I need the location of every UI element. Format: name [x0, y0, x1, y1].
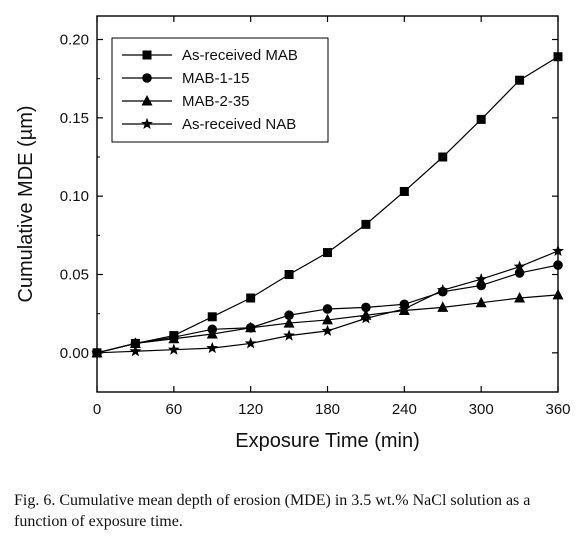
y-tick-label: 0.15	[60, 110, 89, 127]
data-point-as-received-nab	[283, 329, 295, 341]
series-mab-2-35	[91, 288, 564, 358]
axis-ticks: 0 60 120 180 240 300 360 0.00 0.05 0.10 0.15 0.20	[60, 16, 571, 418]
data-point-mab-2-35	[168, 332, 180, 344]
x-tick-label: 300	[469, 401, 494, 418]
y-axis-title: Cumulative MDE (µm)	[15, 105, 37, 302]
legend-label-mab-2-35: MAB-2-35	[182, 93, 250, 110]
data-point-mab-2-35	[283, 317, 295, 328]
data-point-mab-2-35	[322, 313, 333, 325]
legend-marker-as-received-nab	[141, 117, 153, 130]
legend-marker-as-received-mab	[142, 50, 152, 60]
data-point-mab-1-15	[476, 280, 486, 291]
y-tick-label: 0.05	[60, 267, 89, 284]
y-tick-label: 0.20	[60, 32, 89, 49]
data-point-mab-2-35	[245, 321, 257, 333]
data-point-as-received-mab	[515, 75, 525, 85]
x-tick-label: 0	[93, 401, 101, 418]
data-point-as-received-mab	[246, 293, 256, 303]
x-tick-label: 120	[238, 401, 263, 418]
x-tick-label: 180	[315, 401, 340, 418]
data-point-mab-2-35	[129, 337, 141, 348]
data-point-as-received-mab	[476, 114, 486, 124]
plot-frame	[96, 15, 559, 393]
data-point-as-received-mab	[284, 270, 294, 279]
data-point-mab-1-15	[514, 268, 525, 278]
data-point-mab-2-35	[437, 301, 449, 312]
data-point-as-received-nab	[321, 324, 334, 336]
data-series	[91, 52, 564, 358]
data-point-as-received-nab	[475, 273, 488, 285]
x-tick-label: 240	[392, 401, 417, 418]
data-point-mab-1-15	[284, 310, 294, 321]
data-point-as-received-mab	[361, 219, 371, 229]
data-point-mab-1-15	[361, 302, 371, 313]
legend-marker-mab-2-35	[141, 95, 153, 106]
data-point-mab-2-35	[514, 292, 526, 303]
data-point-as-received-mab	[207, 312, 217, 322]
legend-label-mab-1-15: MAB-1-15	[182, 70, 250, 87]
data-point-as-received-nab	[398, 302, 411, 314]
x-tick-label: 60	[165, 401, 182, 418]
legend-label-as-received-mab: As-received MAB	[182, 47, 298, 64]
legend-marker-mab-1-15	[142, 73, 152, 83]
data-point-as-received-nab	[513, 260, 526, 272]
x-axis-title: Exposure Time (min)	[235, 430, 420, 452]
data-point-as-received-nab	[436, 283, 449, 296]
y-tick-label: 0.00	[60, 345, 89, 362]
data-point-as-received-nab	[244, 337, 257, 349]
data-point-as-received-nab	[360, 312, 372, 324]
x-tick-label: 360	[545, 401, 570, 418]
data-point-mab-2-35	[206, 328, 218, 339]
series-mab-1-15	[92, 260, 563, 358]
data-point-mab-1-15	[322, 304, 333, 314]
data-point-as-received-mab	[323, 248, 332, 258]
data-point-as-received-nab	[129, 345, 142, 357]
data-point-as-received-nab	[167, 343, 180, 355]
data-point-mab-2-35	[475, 296, 487, 308]
data-point-as-received-mab	[438, 152, 448, 162]
y-tick-label: 0.10	[60, 188, 89, 205]
legend: As-received MAB MAB-1-15 MAB-2-35 As-receiv…	[111, 37, 329, 143]
data-point-as-received-nab	[206, 341, 219, 354]
legend-label-as-received-nab: As-received NAB	[182, 116, 296, 133]
data-point-as-received-mab	[399, 186, 409, 196]
figure-caption: Fig. 6. Cumulative mean depth of erosion…	[14, 492, 531, 530]
